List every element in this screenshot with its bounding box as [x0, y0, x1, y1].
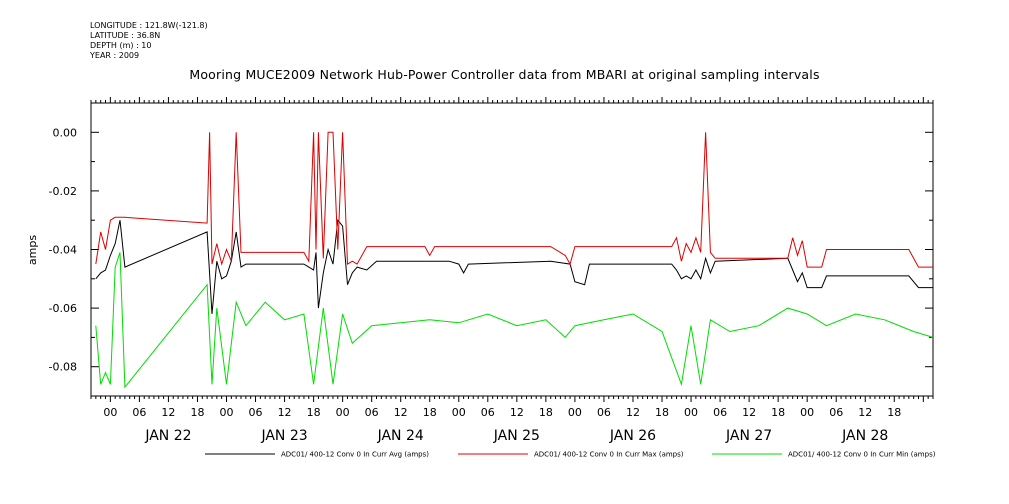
y-tick-label: -0.04: [49, 244, 77, 257]
x-tick-label: 06: [249, 406, 263, 419]
series-line-3: [95, 252, 934, 389]
series-lines: [95, 131, 934, 389]
y-tick-label: 0.00: [53, 126, 78, 139]
day-label: JAN 24: [377, 428, 424, 444]
x-tick-label: 18: [771, 406, 785, 419]
x-tick-label: 18: [190, 406, 204, 419]
x-tick-label: 18: [307, 406, 321, 419]
legend-label-3: ADC01/ 400-12 Conv 0 In Curr Min (amps): [788, 451, 936, 459]
x-tick-label: 12: [161, 406, 175, 419]
x-tick-label: 00: [452, 406, 466, 419]
day-label: JAN 27: [725, 428, 772, 444]
x-tick-label: 06: [132, 406, 146, 419]
y-tick-label: -0.02: [49, 185, 77, 198]
x-tick-label: 18: [539, 406, 553, 419]
x-tick-label: 00: [568, 406, 582, 419]
x-tick-label: 18: [655, 406, 669, 419]
x-axis: 00 06 12 18 00 06 12 18 00 06 12 18 00 06 12 18 00 06 12 18…: [103, 406, 901, 444]
x-tick-label: 00: [336, 406, 350, 419]
x-tick-label: 12: [742, 406, 756, 419]
x-tick-label: 12: [858, 406, 872, 419]
x-tick-label: 12: [394, 406, 408, 419]
x-tick-label: 18: [887, 406, 901, 419]
x-tick-label: 00: [103, 406, 117, 419]
day-label: JAN 22: [144, 428, 191, 444]
x-tick-label: 06: [829, 406, 843, 419]
day-label: JAN 23: [260, 428, 307, 444]
y-tick-label: -0.06: [49, 302, 77, 315]
y-tick-label: -0.08: [49, 361, 77, 374]
metadata-block: LONGITUDE : 121.8W(-121.8) LATITUDE : 36…: [90, 21, 208, 61]
y-axis-label: amps: [26, 235, 39, 265]
x-tick-label: 12: [626, 406, 640, 419]
y-axis: 0.00 -0.02 -0.04 -0.06 -0.08: [49, 102, 933, 397]
day-label: JAN 25: [493, 428, 540, 444]
legend: ADC01/ 400-12 Conv 0 In Curr Avg (amps) A…: [205, 451, 936, 459]
latitude-text: LATITUDE : 36.8N: [90, 31, 161, 40]
x-tick-label: 06: [713, 406, 727, 419]
longitude-text: LONGITUDE : 121.8W(-121.8): [90, 21, 208, 30]
x-tick-label: 00: [684, 406, 698, 419]
series-line-2: [95, 131, 933, 268]
x-tick-label: 18: [423, 406, 437, 419]
x-tick-label: 00: [800, 406, 814, 419]
legend-label-2: ADC01/ 400-12 Conv 0 In Curr Max (amps): [534, 451, 684, 459]
depth-text: DEPTH (m) : 10: [90, 41, 152, 50]
day-label: JAN 26: [609, 428, 656, 444]
chart-title: Mooring MUCE2009 Network Hub-Power Contr…: [189, 67, 820, 82]
legend-label-1: ADC01/ 400-12 Conv 0 In Curr Avg (amps): [281, 451, 429, 459]
top-minor-ticks: [90, 97, 934, 402]
year-text: YEAR : 2009: [90, 51, 140, 60]
x-tick-label: 06: [365, 406, 379, 419]
day-label: JAN 28: [841, 428, 888, 444]
x-tick-label: 06: [481, 406, 495, 419]
x-tick-label: 12: [510, 406, 524, 419]
x-tick-label: 12: [278, 406, 292, 419]
series-line-1: [95, 218, 933, 315]
x-tick-label: 00: [219, 406, 233, 419]
x-tick-label: 06: [597, 406, 611, 419]
plot-frame: [90, 102, 934, 397]
